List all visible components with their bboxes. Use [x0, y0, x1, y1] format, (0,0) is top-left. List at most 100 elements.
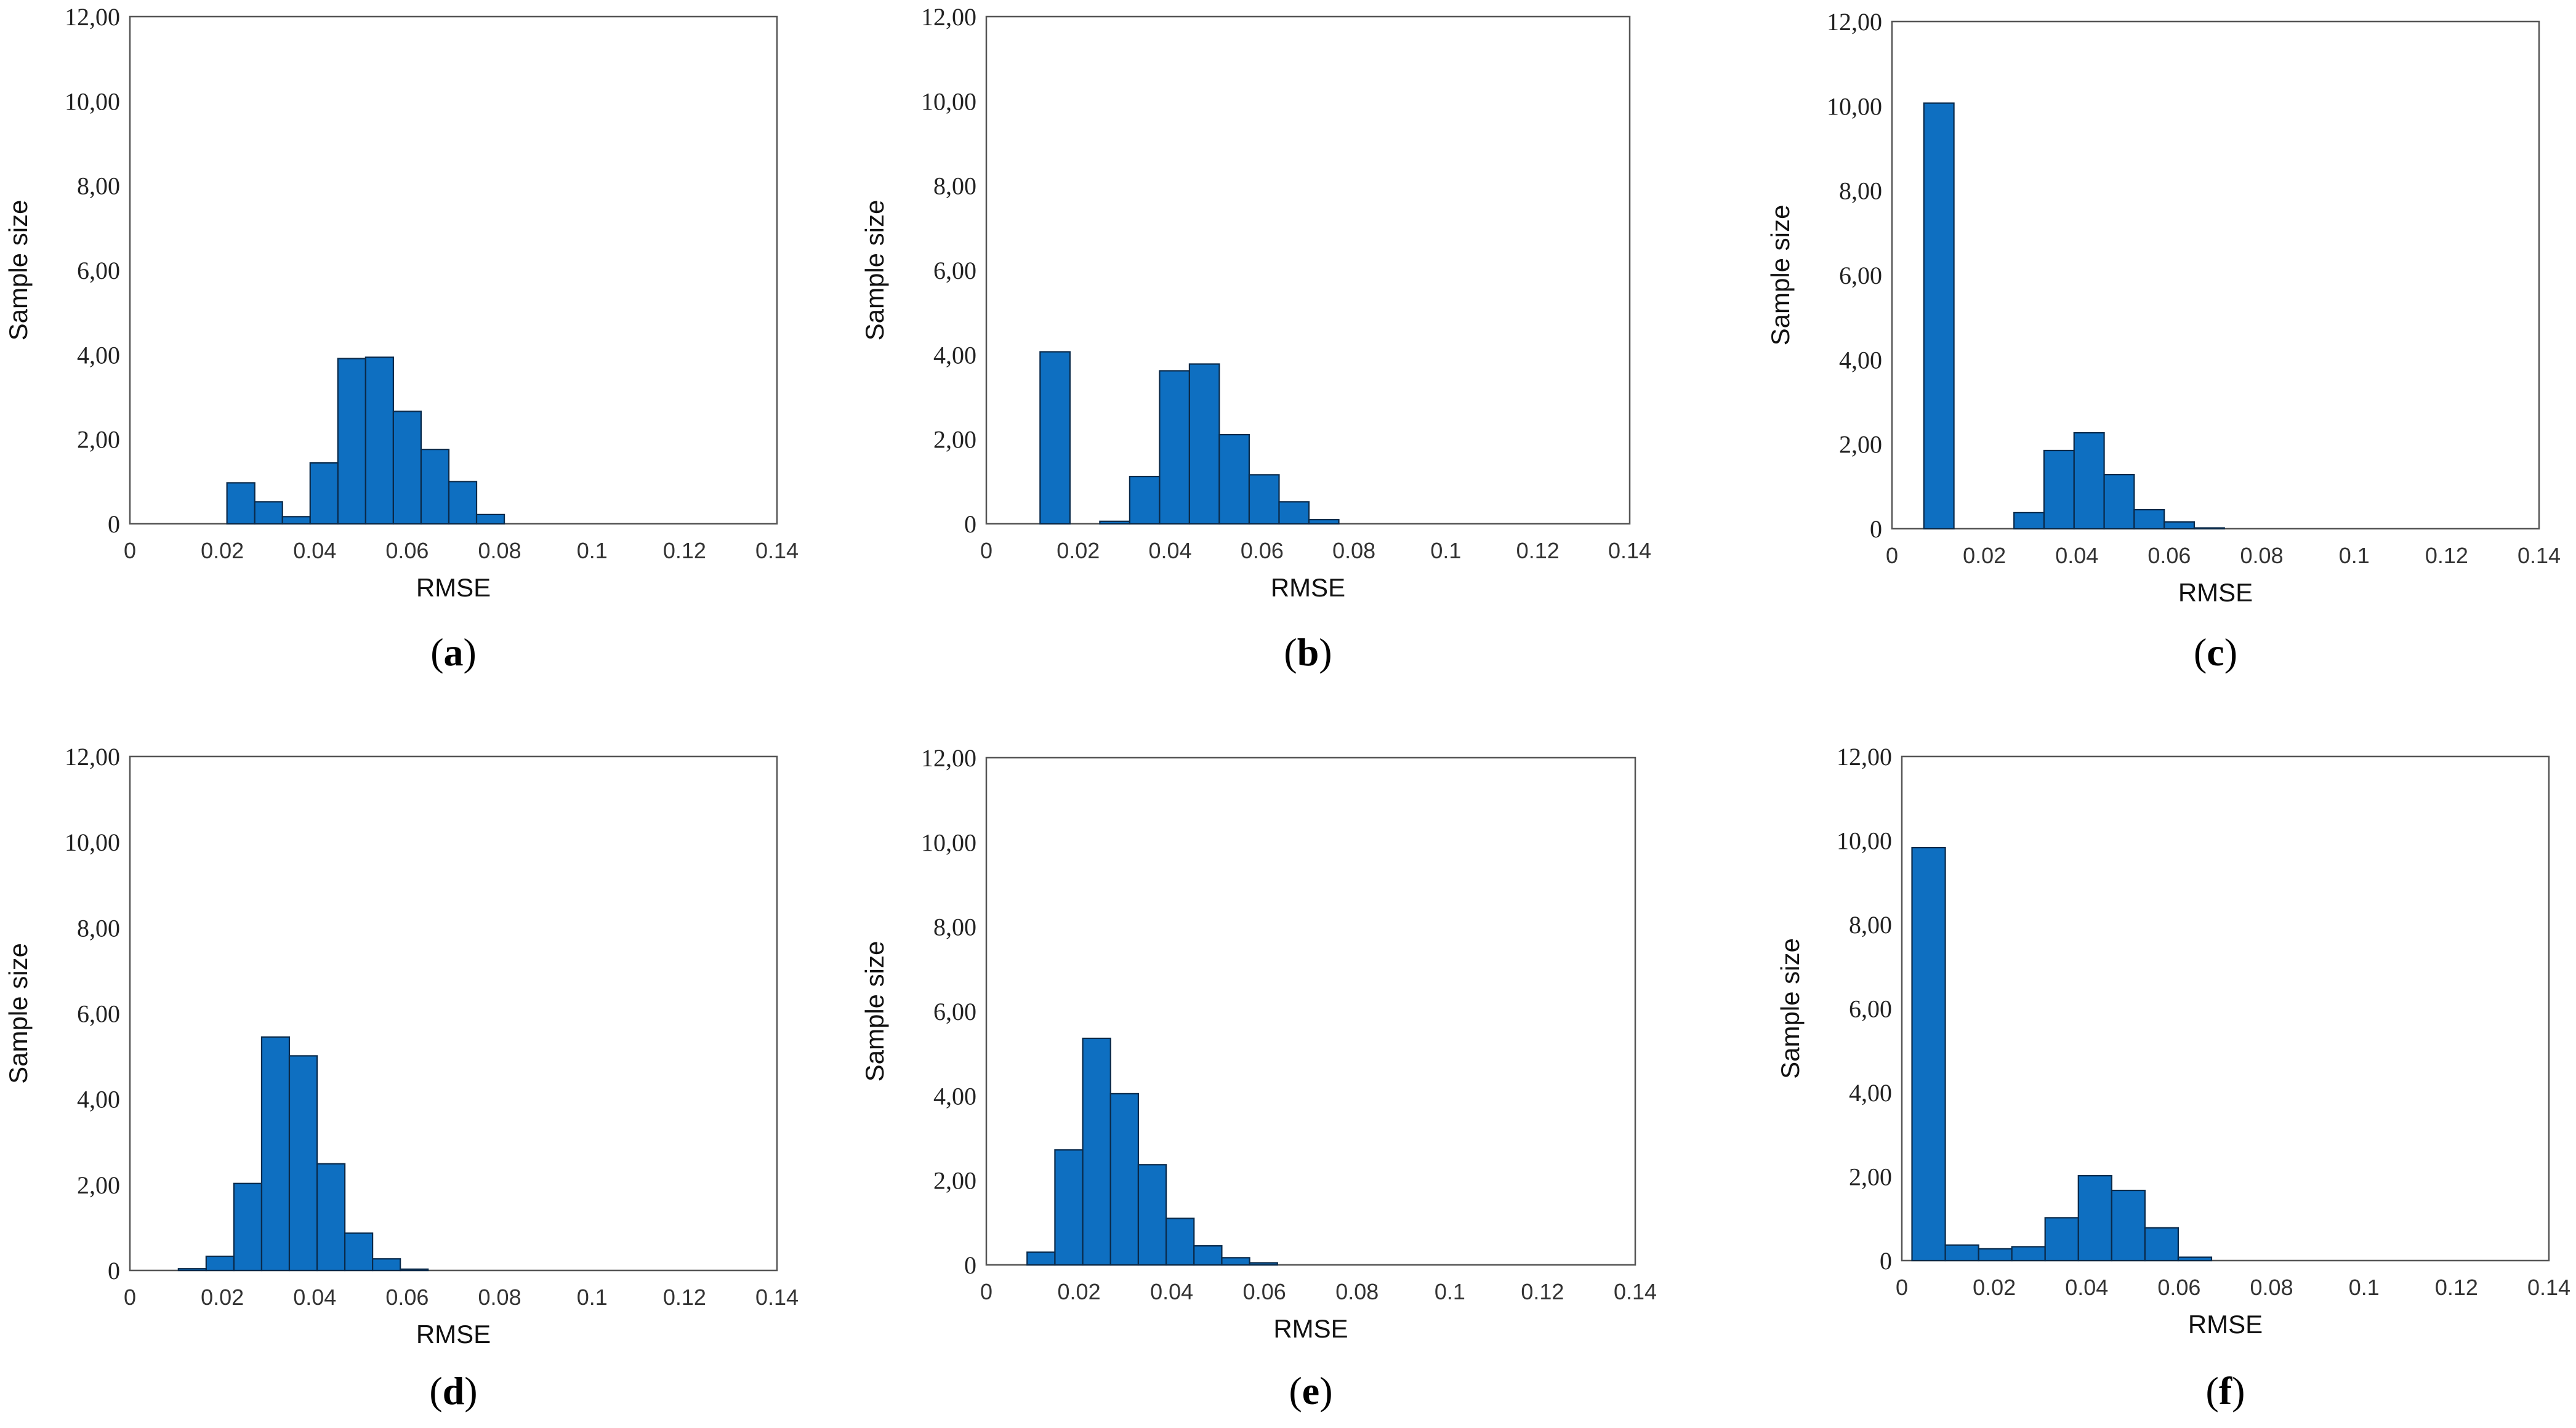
panel-letter: b — [1297, 630, 1319, 674]
y-tick-label: 6,00 — [1849, 995, 1892, 1023]
panel-label: (b) — [1284, 630, 1332, 674]
y-tick-label: 0 — [1870, 515, 1882, 543]
y-tick-label: 8,00 — [933, 913, 976, 941]
x-tick-label: 0.06 — [2147, 543, 2191, 568]
histogram-bar — [1218, 434, 1250, 525]
panel-letter: a — [444, 630, 464, 674]
panel-letter: e — [1302, 1369, 1319, 1413]
x-tick-label: 0 — [124, 538, 136, 563]
histogram-bar — [309, 462, 339, 525]
histogram-bar — [2177, 1256, 2213, 1262]
histogram-bar — [420, 449, 450, 525]
y-tick-label: 0 — [1880, 1247, 1892, 1275]
histogram-bar — [1159, 370, 1191, 525]
y-axis-title: Sample size — [4, 943, 33, 1084]
x-axis-title: RMSE — [1273, 1314, 1348, 1343]
x-tick-label: 0.02 — [1058, 1279, 1101, 1304]
histogram-bar — [316, 1163, 346, 1272]
histogram-bar — [2144, 1227, 2180, 1262]
histogram-bar — [226, 482, 256, 525]
histogram-bar — [344, 1232, 374, 1272]
y-tick-label: 8,00 — [933, 172, 976, 200]
y-tick-label: 0 — [964, 1251, 976, 1279]
histogram-bar — [400, 1268, 429, 1272]
x-tick-label: 0.14 — [2518, 543, 2561, 568]
x-tick-label: 0.12 — [663, 1285, 706, 1310]
x-tick-label: 0 — [1886, 543, 1898, 568]
y-tick-label: 4,00 — [933, 1082, 976, 1110]
chart-panel-a: 0 2,00 4,00 6,00 8,00 10,00 12,00 0 0.02 0.04 0.06… — [4, 3, 799, 674]
y-tick-label: 6,00 — [933, 998, 976, 1025]
histogram-bar — [2011, 1246, 2046, 1262]
chart-panel-e: 0 2,00 4,00 6,00 8,00 10,00 12,00 0 0.02 0.04 0.06… — [860, 744, 1657, 1413]
y-axis-title: Sample size — [860, 941, 889, 1082]
y-tick-label: 4,00 — [77, 1086, 120, 1113]
x-tick-label: 0.1 — [1430, 538, 1461, 563]
y-tick-label: 2,00 — [77, 1171, 120, 1199]
y-tick-label: 4,00 — [933, 341, 976, 369]
histogram-bar — [288, 1055, 318, 1272]
x-tick-label: 0.02 — [1963, 543, 2006, 568]
y-tick-label: 12,00 — [921, 744, 976, 772]
x-tick-label: 0.06 — [2157, 1275, 2200, 1300]
x-axis-title: RMSE — [416, 573, 491, 602]
histogram-bar — [1278, 501, 1310, 525]
chart-panel-c: 0 2,00 4,00 6,00 8,00 10,00 12,00 0 0.02 0.04 0.06… — [1766, 8, 2561, 674]
histogram-bar — [2193, 527, 2225, 530]
panel-label: (c) — [2194, 630, 2237, 674]
histogram-bar — [1944, 1244, 1979, 1262]
x-tick-label: 0.14 — [755, 1285, 799, 1310]
histogram-bar — [1978, 1248, 2013, 1262]
y-tick-label: 12,00 — [1827, 8, 1882, 36]
plot-frame — [985, 15, 1631, 525]
histogram-bar — [2077, 1175, 2112, 1262]
histogram-bar — [1039, 351, 1071, 525]
x-tick-label: 0.12 — [2435, 1275, 2478, 1300]
histogram-bar — [1026, 1251, 1056, 1266]
x-tick-label: 0.04 — [293, 538, 336, 563]
x-tick-label: 0.08 — [1335, 1279, 1379, 1304]
y-axis-title: Sample size — [860, 200, 889, 341]
x-tick-label: 0.12 — [663, 538, 706, 563]
y-tick-label: 4,00 — [1849, 1079, 1892, 1107]
x-tick-label: 0.04 — [1149, 538, 1192, 563]
x-tick-label: 0.04 — [2055, 543, 2098, 568]
x-tick-label: 0.04 — [293, 1285, 336, 1310]
y-tick-label: 8,00 — [77, 172, 120, 200]
histogram-bar — [1129, 475, 1161, 525]
y-tick-label: 12,00 — [65, 3, 120, 31]
x-axis-title: RMSE — [416, 1320, 491, 1349]
histogram-bar — [2043, 449, 2075, 530]
histogram-bar — [2103, 474, 2135, 530]
chart-panel-d: 0 2,00 4,00 6,00 8,00 10,00 12,00 0 0.02 0.04 0.06… — [4, 743, 799, 1413]
panel-label: (e) — [1289, 1369, 1332, 1413]
y-tick-label: 6,00 — [77, 257, 120, 284]
y-tick-label: 12,00 — [1837, 743, 1892, 771]
histogram-bar — [1165, 1217, 1195, 1266]
panel-label: (f) — [2206, 1369, 2245, 1413]
x-tick-label: 0.12 — [2425, 543, 2468, 568]
y-tick-label: 6,00 — [77, 1000, 120, 1028]
panel-letter: c — [2207, 630, 2224, 674]
y-tick-label: 10,00 — [65, 828, 120, 856]
histogram-bar — [1188, 363, 1220, 525]
x-tick-label: 0.02 — [201, 1285, 244, 1310]
histogram-bar — [2111, 1189, 2146, 1262]
y-tick-label: 10,00 — [1827, 92, 1882, 120]
y-tick-label: 8,00 — [1839, 177, 1882, 205]
histogram-bar — [364, 356, 395, 525]
histogram-bar — [1249, 1262, 1278, 1266]
x-tick-label: 0 — [980, 1279, 992, 1304]
histogram-bar — [1054, 1149, 1084, 1266]
x-tick-label: 0.08 — [478, 538, 521, 563]
plot-frame — [1891, 20, 2540, 530]
y-tick-label: 0 — [108, 510, 120, 538]
histogram-bar — [281, 516, 311, 525]
x-tick-label: 0.1 — [577, 538, 608, 563]
panel-label: (a) — [430, 630, 477, 674]
x-tick-label: 0.06 — [385, 1285, 429, 1310]
x-tick-label: 0.02 — [201, 538, 244, 563]
x-tick-label: 0.14 — [1608, 538, 1651, 563]
y-tick-label: 2,00 — [1849, 1163, 1892, 1191]
histogram-bar — [2163, 521, 2196, 530]
